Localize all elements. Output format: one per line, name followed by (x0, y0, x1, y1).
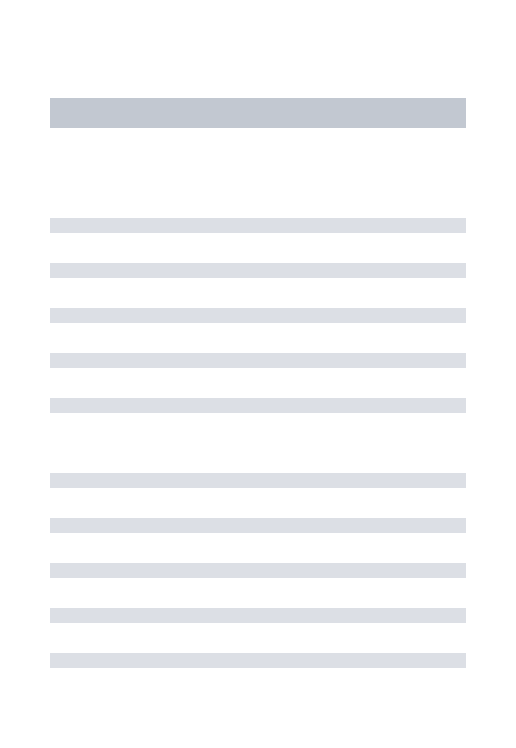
skeleton-line (50, 353, 466, 368)
skeleton-line (50, 608, 466, 623)
skeleton-group-2 (50, 473, 466, 668)
skeleton-gap (50, 443, 466, 473)
skeleton-line (50, 308, 466, 323)
skeleton-line (50, 473, 466, 488)
skeleton-container (0, 0, 516, 748)
skeleton-line (50, 218, 466, 233)
skeleton-line (50, 653, 466, 668)
skeleton-line (50, 518, 466, 533)
skeleton-line (50, 563, 466, 578)
skeleton-header (50, 98, 466, 128)
skeleton-group-1 (50, 218, 466, 413)
skeleton-line (50, 398, 466, 413)
skeleton-line (50, 263, 466, 278)
